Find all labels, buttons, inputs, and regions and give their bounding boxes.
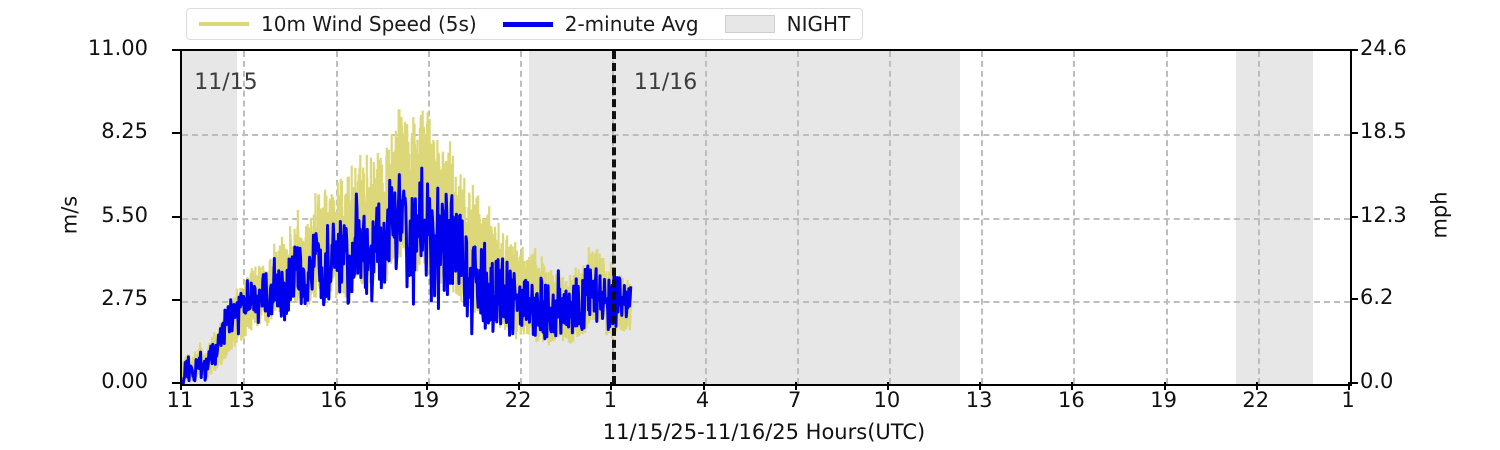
legend-swatch-two-minute-avg-icon: [502, 21, 553, 27]
x-tick-label: 13: [228, 388, 255, 412]
x-tick-label: 11: [166, 388, 194, 412]
x-tick-label: 13: [965, 388, 993, 412]
plot-inner: 11/15 11/16: [182, 51, 1350, 384]
legend-label-two-minute-avg: 2-minute Avg: [564, 12, 699, 36]
y-tick-label-right: 0.0: [1360, 369, 1394, 393]
y-tick-label-left: 2.75: [101, 285, 148, 310]
y-tick-mark-left: [172, 49, 180, 51]
y-tick-label-left: 8.25: [101, 119, 148, 144]
x-tick-mark: [1163, 382, 1166, 390]
series-2-minute-avg: [182, 166, 633, 384]
x-tick-mark: [610, 382, 613, 390]
x-tick-mark: [794, 382, 797, 390]
x-tick-mark: [979, 382, 982, 390]
x-tick-label: 4: [695, 388, 710, 412]
y-axis-left-label: m/s: [57, 195, 82, 235]
y-tick-mark-right: [1350, 298, 1358, 301]
x-tick-label: 1: [603, 388, 617, 412]
x-tick-mark: [1348, 382, 1350, 390]
legend-entry-night[interactable]: NIGHT: [724, 12, 851, 36]
y-tick-mark-right: [1350, 382, 1358, 384]
y-tick-mark-left: [172, 215, 180, 218]
x-tick-label: 7: [788, 388, 802, 412]
legend-entry-wind-speed[interactable]: 10m Wind Speed (5s): [199, 14, 477, 34]
x-tick-mark: [1071, 382, 1074, 390]
y-tick-mark-left: [172, 382, 180, 384]
y-tick-label-left: 11.00: [87, 36, 148, 60]
plot-area: 11/15 11/16: [180, 49, 1352, 386]
x-tick-label: 22: [504, 388, 532, 412]
x-tick-mark: [1255, 382, 1258, 390]
x-tick-mark: [180, 382, 182, 390]
series-plot: [182, 109, 633, 384]
y-tick-mark-right: [1350, 215, 1358, 218]
y-tick-label-right: 12.3: [1360, 202, 1407, 227]
chart-legend: 10m Wind Speed (5s) 2-minute Avg NIGHT: [186, 8, 864, 40]
x-tick-mark: [333, 382, 336, 390]
gridline-horizontal: [182, 134, 1350, 137]
y-tick-label-left: 0.00: [101, 369, 148, 393]
y-tick-label-right: 24.6: [1360, 36, 1407, 60]
x-tick-mark: [886, 382, 889, 390]
x-tick-label: 19: [412, 388, 440, 412]
gridline-horizontal: [182, 217, 1350, 220]
y-tick-mark-right: [1350, 131, 1358, 134]
y-tick-label-left: 5.50: [101, 202, 148, 227]
legend-label-night: NIGHT: [786, 12, 851, 36]
y-tick-mark-left: [172, 298, 180, 301]
x-tick-mark: [518, 382, 521, 390]
x-tick-mark: [702, 382, 705, 390]
y-tick-label-right: 18.5: [1360, 118, 1407, 143]
y-axis-right-label: mph: [1427, 191, 1452, 239]
x-tick-label: 22: [1242, 388, 1270, 412]
x-tick-mark: [241, 382, 244, 390]
x-tick-label: 10: [873, 388, 901, 412]
x-axis-label: 11/15/25-11/16/25 Hours(UTC): [602, 420, 926, 444]
x-tick-label: 16: [1057, 388, 1085, 412]
x-tick-label: 19: [1150, 388, 1177, 412]
x-tick-label: 1: [1341, 388, 1355, 412]
x-tick-mark: [425, 382, 428, 390]
midnight-divider-line: [612, 51, 617, 384]
y-tick-mark-right: [1350, 49, 1358, 51]
x-tick-label: 16: [320, 388, 348, 412]
date-annotation: 11/16: [633, 70, 698, 96]
y-tick-mark-left: [172, 132, 180, 135]
legend-swatch-night-icon: [724, 15, 775, 33]
legend-entry-two-minute-avg[interactable]: 2-minute Avg: [502, 12, 699, 36]
gridline-horizontal: [182, 300, 1350, 303]
legend-label-wind-speed: 10m Wind Speed (5s): [261, 12, 477, 36]
legend-swatch-wind-speed-icon: [199, 22, 249, 26]
date-annotation: 11/15: [194, 70, 258, 96]
y-tick-label-right: 6.2: [1360, 285, 1394, 310]
